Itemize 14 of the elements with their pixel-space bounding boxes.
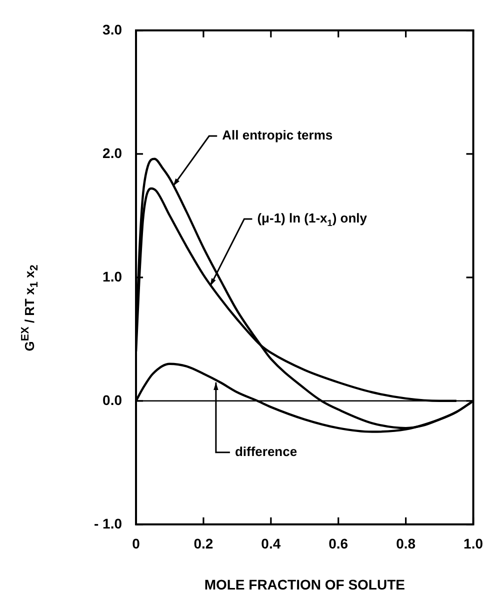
x-tick-label: 0.6: [328, 536, 348, 552]
x-tick-label: 0: [132, 536, 140, 552]
x-tick-label: 0.2: [194, 536, 214, 552]
annotation: difference: [234, 444, 298, 459]
y-tick-label: 0.0: [102, 392, 122, 408]
y-tick-label: 1.0: [102, 268, 122, 284]
y-tick-label: 2.0: [102, 144, 122, 161]
y-tick-label: - 1.0: [94, 515, 122, 532]
x-tick-label: 0.8: [396, 536, 416, 552]
x-tick-label: 1.0: [464, 536, 484, 552]
x-axis-title: MOLE FRACTION OF SOLUTE: [204, 576, 405, 592]
y-tick-label: 3.0: [102, 21, 122, 38]
annotation: All entropic terms: [222, 128, 333, 143]
x-tick-label: 0.4: [261, 536, 281, 552]
